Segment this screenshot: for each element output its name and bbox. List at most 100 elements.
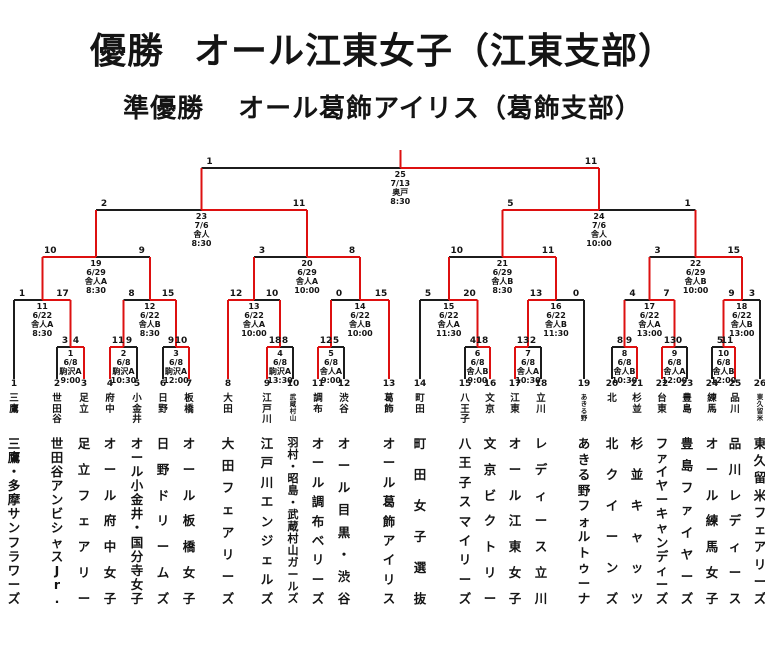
match-time: 8:30 <box>492 286 512 295</box>
match-score-right: 9 <box>126 336 132 346</box>
team-branch: 足立 <box>79 393 89 415</box>
match-score-left: 12 <box>320 336 333 346</box>
team-branch: 立川 <box>536 393 546 415</box>
team-name: 足立フェアリー <box>77 436 91 606</box>
match-score-right: 15 <box>162 289 175 299</box>
team-column: 19 あきる野あきる野フォルトゥーナ <box>568 379 600 619</box>
team-column: 6 日野日野ドリームズ <box>147 379 179 619</box>
team-number: 19 <box>577 379 591 389</box>
team-number: 10 <box>286 379 300 389</box>
match-venue: 舎人B <box>138 319 161 329</box>
team-branch: 江東 <box>510 393 520 415</box>
match-score-left: 13 <box>517 336 530 346</box>
team-column: 5 小金井オール小金井・国分寺女子 <box>121 379 153 619</box>
match-score-right: 17 <box>56 289 69 299</box>
match-venue: 舎人A <box>84 276 108 286</box>
team-name: 大田フェアリーズ <box>221 436 235 606</box>
match-score-right: 11 <box>293 199 306 209</box>
match-score-right: 10 <box>175 336 188 346</box>
match-date: 6/22 <box>350 311 370 320</box>
team-number: 17 <box>508 379 522 389</box>
team-branch: 葛飾 <box>384 393 394 415</box>
match-number: 15 <box>443 302 455 311</box>
match-number: 19 <box>90 259 102 268</box>
match-time: 8:30 <box>192 239 212 248</box>
match-venue: 舎人B <box>465 366 488 376</box>
team-column: 7 板橋オール板橋女子 <box>173 379 205 619</box>
team-branch: 小金井 <box>132 393 142 425</box>
team-name: 三鷹・多摩サンフラワーズ <box>7 436 21 606</box>
team-name: オール府中女子 <box>103 436 117 606</box>
team-number: 25 <box>728 379 742 389</box>
team-column: 1 三鷹三鷹・多摩サンフラワーズ <box>0 379 30 619</box>
match-score-left: 1 <box>206 157 212 167</box>
match-score-left: 10 <box>44 246 57 256</box>
match-date: 6/8 <box>273 358 287 367</box>
match-time: 10:00 <box>241 329 267 338</box>
match-number: 3 <box>173 349 179 358</box>
runner-up-label: 準優勝 <box>123 94 205 124</box>
match-venue: 舎人A <box>516 366 540 376</box>
match-score-right: 2 <box>530 336 536 346</box>
champion-line: 優勝 オール江東女子（江東支部） <box>0 22 765 74</box>
match-score-right: 8 <box>349 246 355 256</box>
match-venue: 舎人B <box>612 366 635 376</box>
team-branch: 豊島 <box>682 393 692 415</box>
match-time: 9:00 <box>61 376 81 385</box>
match-score-right: 1 <box>684 199 690 209</box>
match-time: 10:30 <box>515 376 541 385</box>
match-time: 8:30 <box>390 197 410 206</box>
team-number: 8 <box>224 379 232 389</box>
team-branch: 東久留米 <box>756 393 764 422</box>
team-number: 12 <box>337 379 351 389</box>
team-branch: 町田 <box>415 393 425 415</box>
team-name: 文京ビクトリー <box>483 436 497 606</box>
match-venue: 舎人 <box>590 229 608 239</box>
team-name: 江戸川エンジェルズ <box>260 436 274 606</box>
match-venue: 舎人B <box>730 319 753 329</box>
match-date: 6/8 <box>470 358 484 367</box>
match-date: 6/29 <box>86 268 106 277</box>
match-score-left: 5 <box>507 199 513 209</box>
team-number: 1 <box>10 379 18 389</box>
team-name: オール板橋女子 <box>182 436 196 606</box>
match-time: 10:30 <box>612 376 638 385</box>
match-score-left: 3 <box>654 246 660 256</box>
match-time: 10:00 <box>347 329 373 338</box>
match-date: 6/8 <box>116 358 130 367</box>
team-column: 23 豊島豊島ファイヤーズ <box>671 379 703 619</box>
match-date: 6/8 <box>667 358 681 367</box>
match-number: 1 <box>68 349 74 358</box>
team-number: 18 <box>534 379 548 389</box>
team-number: 15 <box>458 379 472 389</box>
team-branch: 台東 <box>657 393 667 415</box>
team-branch: 渋谷 <box>339 393 349 415</box>
team-branch: 三鷹 <box>9 393 19 415</box>
match-time: 13:00 <box>637 329 663 338</box>
match-date: 6/8 <box>521 358 535 367</box>
match-venue: 駒沢A <box>111 366 135 376</box>
match-time: 9:00 <box>468 376 488 385</box>
team-column: 10 武蔵村山羽村・昭島・武蔵村山ガールズ <box>277 379 309 619</box>
match-score-left: 4 <box>470 336 476 346</box>
match-venue: 舎人B <box>684 276 707 286</box>
match-score-right: 15 <box>727 246 740 256</box>
team-column: 26 東久留米東久留米フェアリーズ <box>744 379 765 619</box>
match-venue: 舎人A <box>662 366 686 376</box>
team-column: 22 台東ファイヤーキャンディーズ <box>646 379 678 619</box>
team-number: 26 <box>753 379 765 389</box>
match-score-right: 11 <box>585 157 598 167</box>
match-number: 22 <box>690 259 701 268</box>
team-name: 羽村・昭島・武蔵村山ガールズ <box>287 436 299 606</box>
runner-up-team: オール葛飾アイリス（葛飾支部） <box>238 94 642 124</box>
match-number: 21 <box>497 259 509 268</box>
match-time: 10:00 <box>683 286 709 295</box>
team-name: オール目黒・渋谷 <box>337 436 351 606</box>
match-number: 18 <box>736 302 748 311</box>
match-score-right: 9 <box>139 246 145 256</box>
match-number: 10 <box>718 349 730 358</box>
match-venue: 駒沢A <box>164 366 188 376</box>
match-score-left: 12 <box>230 289 243 299</box>
team-branch: 練馬 <box>707 393 717 415</box>
team-number: 5 <box>133 379 141 389</box>
